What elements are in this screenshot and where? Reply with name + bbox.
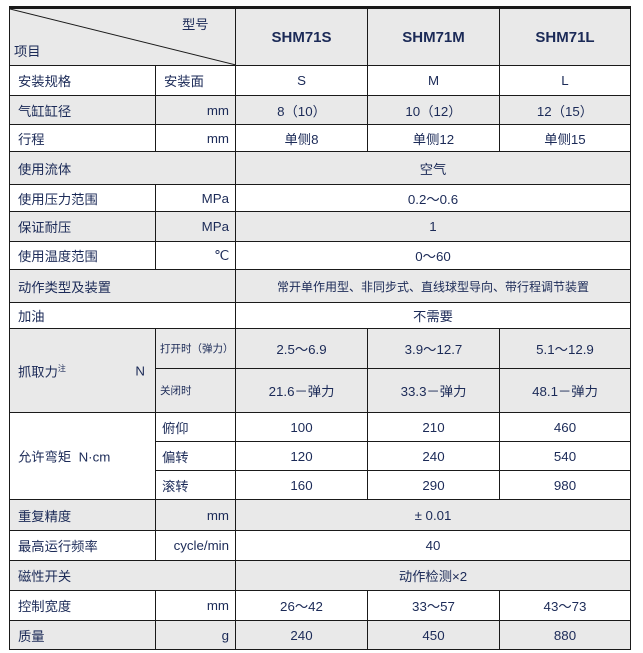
svg-text:型号: 型号 [182,17,209,32]
svg-text:项目: 项目 [14,44,41,59]
